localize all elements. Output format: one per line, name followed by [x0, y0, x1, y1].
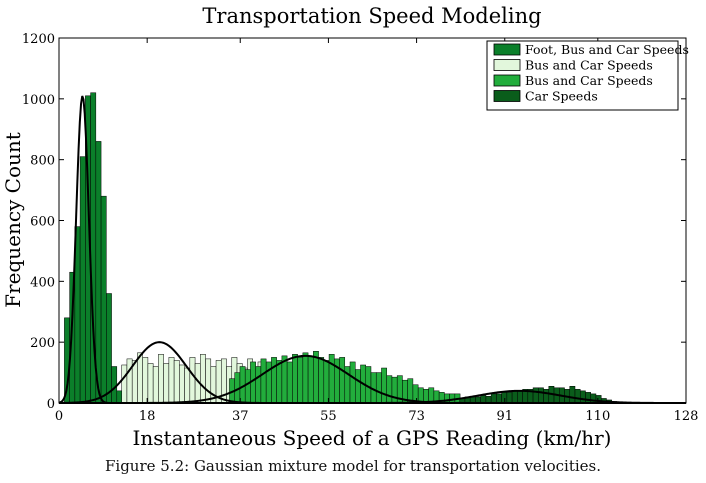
- bar-series-4: [480, 395, 487, 404]
- bar-series-4: [538, 387, 544, 404]
- x-tick-label: 91: [496, 409, 513, 424]
- bar-series-4: [501, 392, 508, 404]
- fit-curve-1: [58, 95, 686, 404]
- bar-series-2: [163, 363, 170, 404]
- bar-series-4: [506, 392, 513, 404]
- bar-series-4: [569, 386, 576, 404]
- bar-series-3: [386, 375, 393, 404]
- y-axis: 0 200 400 600 800 1000 1200: [22, 32, 686, 412]
- bar-series-4: [579, 390, 586, 404]
- bar-series-3: [328, 354, 335, 404]
- bar-series-2: [205, 358, 212, 404]
- bar-series-4: [511, 390, 518, 404]
- bar-series-3: [375, 372, 382, 404]
- bar-series-1: [116, 390, 123, 404]
- x-tick-label: 128: [674, 409, 699, 424]
- bar-series-4: [496, 393, 502, 404]
- bar-series-2: [152, 366, 159, 404]
- y-axis-label: Frequency Count: [1, 132, 25, 308]
- bar-series-4: [532, 387, 539, 404]
- bar-series-3: [318, 357, 325, 404]
- bar-series-4: [574, 389, 581, 404]
- legend-swatch: [493, 59, 521, 71]
- x-tick-label: 37: [232, 409, 249, 424]
- x-tick-label: 73: [408, 409, 425, 424]
- bar-series-2: [158, 354, 164, 404]
- legend-label: Bus and Car Speeds: [525, 73, 653, 88]
- bar-series-3: [260, 358, 267, 404]
- x-tick-label: 18: [139, 409, 156, 424]
- legend-label: Car Speeds: [525, 89, 598, 104]
- legend-swatch: [493, 43, 521, 56]
- legend-swatch: [493, 74, 521, 87]
- fit-curves-layer: [58, 95, 686, 404]
- bars-layer: [64, 92, 618, 404]
- bar-series-2: [147, 363, 154, 404]
- bar-series-2: [126, 358, 133, 404]
- bar-series-1: [95, 141, 102, 404]
- y-tick-label: 1000: [22, 93, 55, 108]
- bar-series-3: [313, 351, 319, 404]
- x-tick-label: 55: [320, 409, 337, 424]
- bar-series-3: [244, 369, 251, 404]
- bar-series-3: [444, 393, 450, 404]
- bar-series-1: [79, 156, 86, 404]
- y-tick-label: 0: [47, 397, 55, 412]
- chart-title: Transportation Speed Modeling: [202, 4, 541, 28]
- chart: Transportation Speed Modeling 0 18 37 55 73 9…: [1, 4, 699, 450]
- bar-series-2: [184, 367, 191, 404]
- bar-series-2: [121, 364, 128, 404]
- x-axis-label: Instantaneous Speed of a GPS Reading (km…: [133, 426, 612, 450]
- x-axis: 0 18 37 55 73 91 110 128: [55, 38, 699, 424]
- bar-series-3: [271, 357, 277, 404]
- y-tick-label: 1200: [22, 32, 55, 47]
- bar-series-1: [106, 293, 112, 404]
- bar-series-2: [137, 352, 143, 404]
- bar-series-2: [200, 354, 206, 404]
- bar-series-3: [307, 355, 314, 404]
- bar-series-2: [168, 357, 175, 404]
- y-tick-label: 600: [30, 215, 55, 230]
- y-tick-label: 400: [30, 275, 55, 290]
- bar-series-3: [449, 393, 456, 404]
- bar-series-3: [323, 360, 330, 404]
- legend-swatch: [493, 90, 521, 102]
- bar-series-2: [179, 364, 185, 404]
- y-tick-label: 200: [30, 336, 55, 351]
- bar-series-3: [381, 367, 387, 404]
- figure-caption: Figure 5.2: Gaussian mixture model for t…: [104, 457, 602, 475]
- bar-series-3: [292, 354, 298, 404]
- bar-series-4: [517, 390, 523, 404]
- bar-series-3: [302, 352, 309, 404]
- legend-label: Foot, Bus and Car Speeds: [525, 42, 689, 57]
- x-tick-label: 110: [585, 409, 610, 424]
- bar-series-1: [100, 195, 107, 404]
- bar-series-3: [391, 376, 398, 404]
- bar-series-4: [543, 389, 550, 404]
- bar-series-3: [297, 357, 304, 404]
- y-tick-label: 800: [30, 154, 55, 169]
- bar-series-3: [276, 360, 283, 404]
- bar-series-2: [189, 357, 196, 404]
- bar-series-2: [142, 357, 149, 404]
- bar-series-3: [255, 366, 262, 404]
- bar-series-3: [286, 361, 293, 404]
- bar-series-4: [585, 392, 591, 404]
- bar-series-3: [339, 357, 346, 404]
- bar-series-1: [111, 366, 118, 404]
- x-tick-label: 0: [55, 409, 63, 424]
- bar-series-2: [173, 360, 180, 404]
- bar-series-4: [490, 393, 497, 404]
- bar-series-3: [349, 361, 356, 404]
- legend-label: Bus and Car Speeds: [525, 58, 653, 73]
- bar-series-3: [355, 369, 361, 404]
